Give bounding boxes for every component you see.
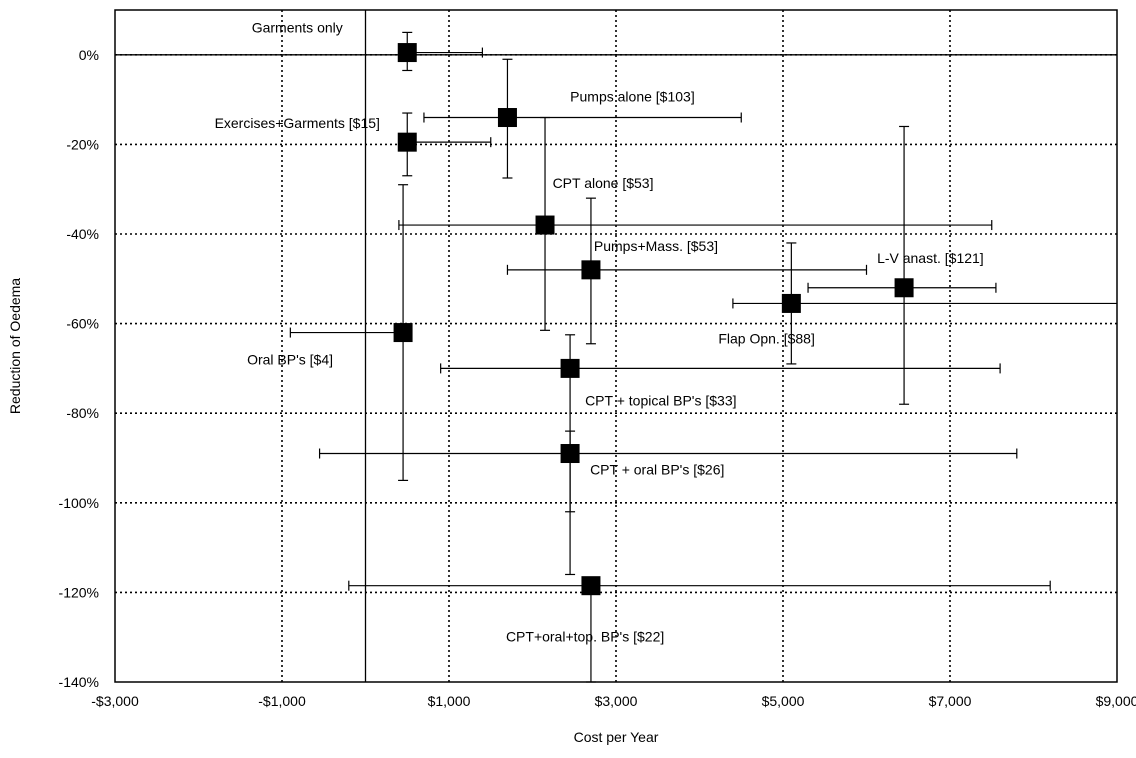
data-point bbox=[397, 132, 417, 152]
reference-lines bbox=[115, 10, 1117, 682]
x-tick-label: $1,000 bbox=[428, 693, 471, 709]
data-point bbox=[393, 323, 413, 343]
x-tick-label: $5,000 bbox=[762, 693, 805, 709]
x-axis-ticks: -$3,000 -$1,000 $1,000 $3,000 $5,000 $7,000 $9… bbox=[91, 693, 1136, 709]
error-bar bbox=[398, 116, 993, 331]
error-bar bbox=[348, 580, 1051, 683]
data-label: Pumps+Mass. [$53] bbox=[594, 238, 718, 254]
x-tick-label: $9,000 bbox=[1096, 693, 1136, 709]
y-tick-label: -40% bbox=[66, 226, 99, 242]
x-tick-label: -$1,000 bbox=[258, 693, 306, 709]
y-tick-label: -60% bbox=[66, 316, 99, 332]
data-label: Flap Opn. [$88] bbox=[718, 330, 815, 346]
data-label: Oral BP's [$4] bbox=[247, 352, 333, 368]
data-point bbox=[397, 43, 417, 63]
data-point bbox=[781, 293, 801, 313]
data-point bbox=[894, 278, 914, 298]
data-point bbox=[560, 358, 580, 378]
y-tick-label: -140% bbox=[59, 674, 99, 690]
error-bar bbox=[318, 430, 1018, 576]
y-axis-title: Reduction of Oedema bbox=[7, 278, 23, 414]
y-tick-label: 0% bbox=[79, 47, 99, 63]
y-axis-ticks: 0% -20% -40% -60% -80% -100% -120% -140% bbox=[59, 47, 99, 690]
data-label: Pumps alone [$103] bbox=[570, 89, 695, 105]
y-tick-label: -80% bbox=[66, 405, 99, 421]
data-point bbox=[560, 444, 580, 464]
error-bar bbox=[506, 197, 868, 345]
data-label: CPT + topical BP's [$33] bbox=[585, 392, 736, 408]
data-point bbox=[581, 576, 601, 596]
error-bar bbox=[423, 58, 742, 179]
y-tick-label: -100% bbox=[59, 495, 99, 511]
y-tick-label: -120% bbox=[59, 584, 99, 600]
data-point bbox=[535, 215, 555, 235]
data-point bbox=[497, 108, 517, 128]
data-labels: Garments only Pumps alone [$103] Exercises… bbox=[215, 20, 984, 645]
x-tick-label: $7,000 bbox=[929, 693, 972, 709]
data-label: Exercises+Garments [$15] bbox=[215, 115, 380, 131]
data-label: L-V anast. [$121] bbox=[877, 250, 984, 266]
grid bbox=[115, 10, 1117, 682]
error-bar bbox=[289, 184, 409, 481]
error-bar bbox=[440, 334, 1001, 513]
y-tick-label: -20% bbox=[66, 136, 99, 152]
data-point bbox=[581, 260, 601, 280]
x-tick-label: -$3,000 bbox=[91, 693, 139, 709]
data-label: CPT alone [$53] bbox=[553, 175, 654, 191]
plot-frame bbox=[114, 9, 1118, 683]
error-bars bbox=[289, 31, 1117, 683]
data-label: CPT + oral BP's [$26] bbox=[590, 462, 724, 478]
x-axis-title: Cost per Year bbox=[574, 729, 659, 745]
data-markers bbox=[393, 43, 914, 596]
x-tick-label: $3,000 bbox=[595, 693, 638, 709]
data-label: Garments only bbox=[252, 20, 343, 36]
data-label: CPT+oral+top. BP's [$22] bbox=[506, 629, 664, 645]
